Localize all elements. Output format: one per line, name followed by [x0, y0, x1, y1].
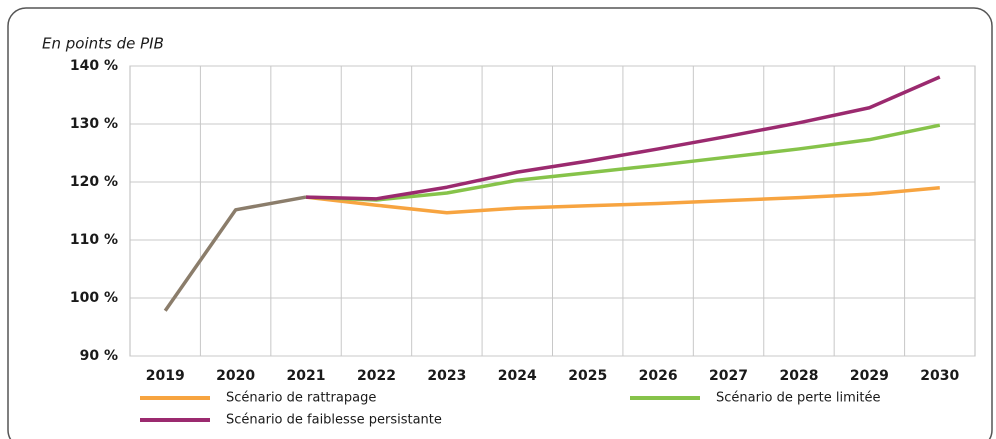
x-tick-label: 2028	[779, 368, 818, 384]
x-tick-label: 2025	[568, 368, 607, 384]
y-tick-label: 110 %	[70, 232, 118, 248]
x-tick-label: 2020	[216, 368, 255, 384]
x-tick-label: 2019	[146, 368, 185, 384]
y-tick-label: 120 %	[70, 174, 118, 190]
legend-label: Scénario de perte limitée	[716, 391, 880, 406]
frame	[7, 7, 993, 439]
series-line	[163, 195, 307, 312]
x-tick-label: 2021	[287, 368, 326, 384]
series-line	[305, 75, 941, 201]
series-line	[305, 123, 941, 202]
y-tick-label: 100 %	[70, 290, 118, 306]
x-tick-label: 2022	[357, 368, 396, 384]
y-tick-label: 130 %	[70, 116, 118, 132]
legend-label: Scénario de rattrapage	[226, 391, 376, 406]
y-tick-label: 140 %	[70, 58, 118, 74]
x-tick-label: 2026	[639, 368, 678, 384]
x-tick-label: 2030	[920, 368, 959, 384]
x-tick-label: 2027	[709, 368, 748, 384]
series-line	[305, 186, 940, 215]
x-tick-label: 2024	[498, 368, 537, 384]
y-tick-label: 90 %	[80, 348, 118, 364]
x-tick-label: 2029	[850, 368, 889, 384]
x-tick-label: 2023	[427, 368, 466, 384]
legend-label: Scénario de faiblesse persistante	[226, 413, 442, 428]
y-axis-label: En points de PIB	[42, 35, 164, 53]
